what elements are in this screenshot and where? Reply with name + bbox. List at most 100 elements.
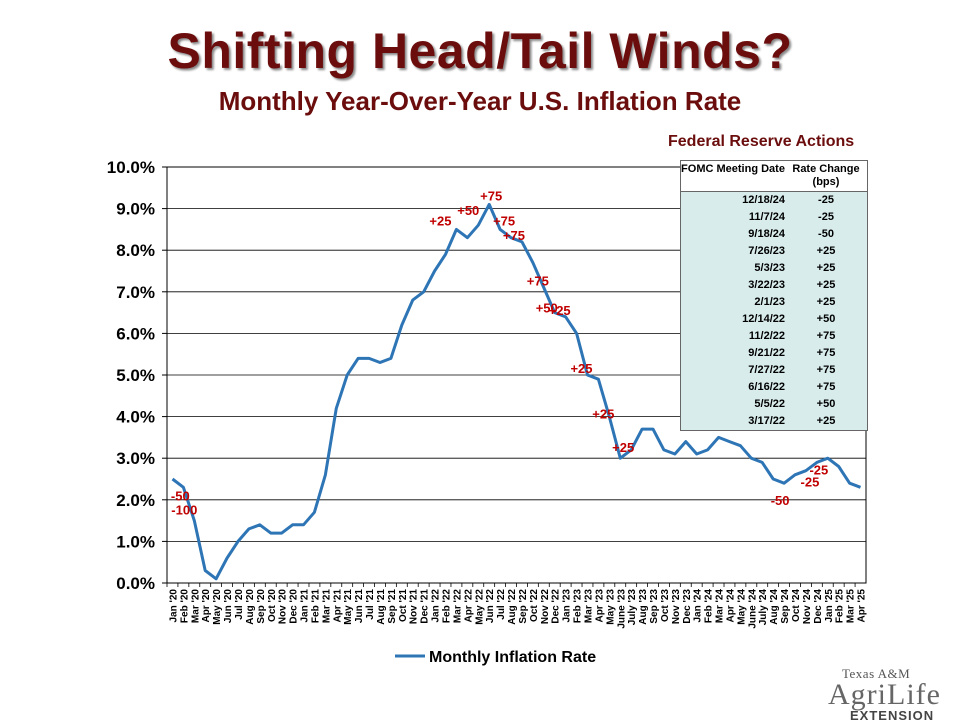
x-tick-label: Nov '21 [409, 589, 420, 625]
x-tick-label: May '23 [605, 589, 616, 625]
rate-change-annotation: +75 [527, 274, 549, 289]
fomc-row: 12/14/22 +50 [681, 311, 867, 328]
x-tick-label: May '21 [343, 589, 354, 625]
fomc-row: 6/16/22 +75 [681, 379, 867, 396]
fomc-change: -50 [818, 228, 834, 240]
y-tick-label: 1.0% [116, 532, 155, 551]
y-tick-label: 6.0% [116, 324, 155, 343]
rate-change-annotation: +25 [570, 361, 592, 376]
fomc-date: 12/14/22 [742, 313, 785, 325]
x-tick-label: Oct '20 [267, 589, 278, 622]
fomc-date: 3/22/23 [748, 279, 785, 291]
rate-change-annotation: -25 [809, 462, 828, 477]
x-tick-label: Aug '20 [245, 589, 256, 625]
fomc-date: 5/5/22 [754, 398, 785, 410]
legend-label: Monthly Inflation Rate [429, 649, 596, 666]
fomc-row: 2/1/23 +25 [681, 294, 867, 311]
x-tick-label: Jan '23 [562, 589, 573, 623]
logo-line-1: Texas A&M [842, 666, 911, 681]
x-tick-label: Jul '22 [496, 589, 507, 620]
fomc-date: 6/16/22 [748, 381, 785, 393]
fomc-date: 9/21/22 [748, 347, 785, 359]
x-tick-label: Aug '23 [638, 589, 649, 625]
fomc-row: 5/5/22 +50 [681, 396, 867, 413]
x-tick-label: Apr '20 [201, 589, 212, 623]
fomc-date: 3/17/22 [748, 415, 785, 427]
x-tick-label: Dec '21 [420, 589, 431, 624]
fomc-table: FOMC Meeting Date Rate Change (bps) 12/1… [680, 160, 868, 431]
x-tick-label: Feb '24 [704, 589, 715, 623]
x-tick-label: Jan '25 [824, 589, 835, 623]
rate-change-annotation: +25 [429, 213, 451, 228]
rate-change-annotation: +75 [480, 188, 502, 203]
x-tick-label: Jan '20 [168, 589, 179, 623]
x-tick-label: June '23 [616, 589, 627, 629]
fomc-change: +25 [816, 415, 836, 427]
fomc-date: 9/18/24 [748, 228, 785, 240]
x-tick-label: Jun '20 [223, 589, 234, 623]
x-tick-label: July '23 [627, 589, 638, 626]
x-tick-label: Oct '22 [529, 589, 540, 622]
x-tick-label: Dec '22 [551, 589, 562, 624]
fomc-change: +75 [816, 330, 836, 342]
fomc-row: 12/18/24 -25 [681, 192, 867, 209]
x-tick-label: Nov '24 [802, 589, 813, 625]
chart-title: Shifting Head/Tail Winds? [167, 23, 793, 79]
fomc-change: +75 [816, 347, 836, 359]
x-tick-label: Apr '24 [725, 589, 736, 623]
x-tick-label: Oct '23 [660, 589, 671, 622]
y-tick-label: 5.0% [116, 366, 155, 385]
x-tick-label: Feb '23 [573, 589, 584, 623]
y-tick-label: 7.0% [116, 283, 155, 302]
fomc-date: 2/1/23 [754, 296, 785, 308]
rate-change-annotation: +75 [503, 228, 525, 243]
inflation-series-line [171, 202, 862, 581]
fomc-date: 7/26/23 [748, 245, 785, 257]
x-tick-label: Jan '24 [693, 589, 704, 623]
x-tick-label: May '24 [736, 589, 747, 625]
y-tick-label: 3.0% [116, 449, 155, 468]
x-tick-label: May '20 [212, 589, 223, 625]
fomc-col-date-header: FOMC Meeting Date [681, 163, 785, 175]
rate-change-annotation: -25 [801, 475, 820, 490]
x-tick-label: Mar '25 [846, 589, 857, 624]
fomc-change: +75 [816, 381, 836, 393]
y-tick-label: 10.0% [107, 158, 155, 177]
logo-line-3: EXTENSION [850, 708, 935, 723]
rate-change-annotation: +75 [493, 213, 515, 228]
fomc-date: 12/18/24 [742, 194, 785, 206]
fomc-col-change-header: Rate Change (bps) [792, 163, 860, 188]
fomc-row: 7/27/22 +75 [681, 362, 867, 379]
fomc-row: 7/26/23 +25 [681, 243, 867, 260]
x-tick-label: Jun '22 [485, 589, 496, 623]
x-tick-label: Mar '22 [452, 589, 463, 624]
x-tick-label: Dec '23 [682, 589, 693, 624]
fed-actions-title: Federal Reserve Actions [668, 133, 855, 150]
x-tick-label: Oct '21 [398, 589, 409, 622]
x-tick-label: Nov '23 [671, 589, 682, 625]
agrilife-logo: Texas A&M AgriLife EXTENSION [828, 666, 948, 723]
x-tick-label: Jan '22 [431, 589, 442, 623]
fomc-change: +25 [816, 296, 836, 308]
fomc-date: 5/3/23 [754, 262, 785, 274]
fomc-change: +25 [816, 245, 836, 257]
logo-line-2: AgriLife [828, 678, 941, 711]
fomc-row: 3/22/23 +25 [681, 277, 867, 294]
fomc-row: 5/3/23 +25 [681, 260, 867, 277]
x-tick-label: Feb '21 [310, 589, 321, 623]
x-tick-label: Nov '20 [278, 589, 289, 625]
fomc-row: 9/21/22 +75 [681, 345, 867, 362]
fomc-change: +25 [816, 279, 836, 291]
fomc-table-body: 12/18/24 -25 11/7/24 -25 9/18/24 -50 7/26/23 +2… [681, 192, 867, 430]
x-tick-label: Dec '20 [289, 589, 300, 624]
x-tick-label: Apr '22 [463, 589, 474, 623]
x-tick-label: Sep '23 [649, 589, 660, 624]
fomc-date: 11/7/24 [748, 211, 785, 223]
rate-change-annotation: -50 [171, 489, 190, 504]
x-tick-label: Aug '22 [507, 589, 518, 625]
fomc-change: -25 [818, 194, 834, 206]
fomc-date: 11/2/22 [748, 330, 785, 342]
x-tick-label: June '24 [747, 589, 758, 629]
fomc-row: 3/17/22 +25 [681, 413, 867, 430]
x-tick-label: Jul '21 [365, 589, 376, 620]
